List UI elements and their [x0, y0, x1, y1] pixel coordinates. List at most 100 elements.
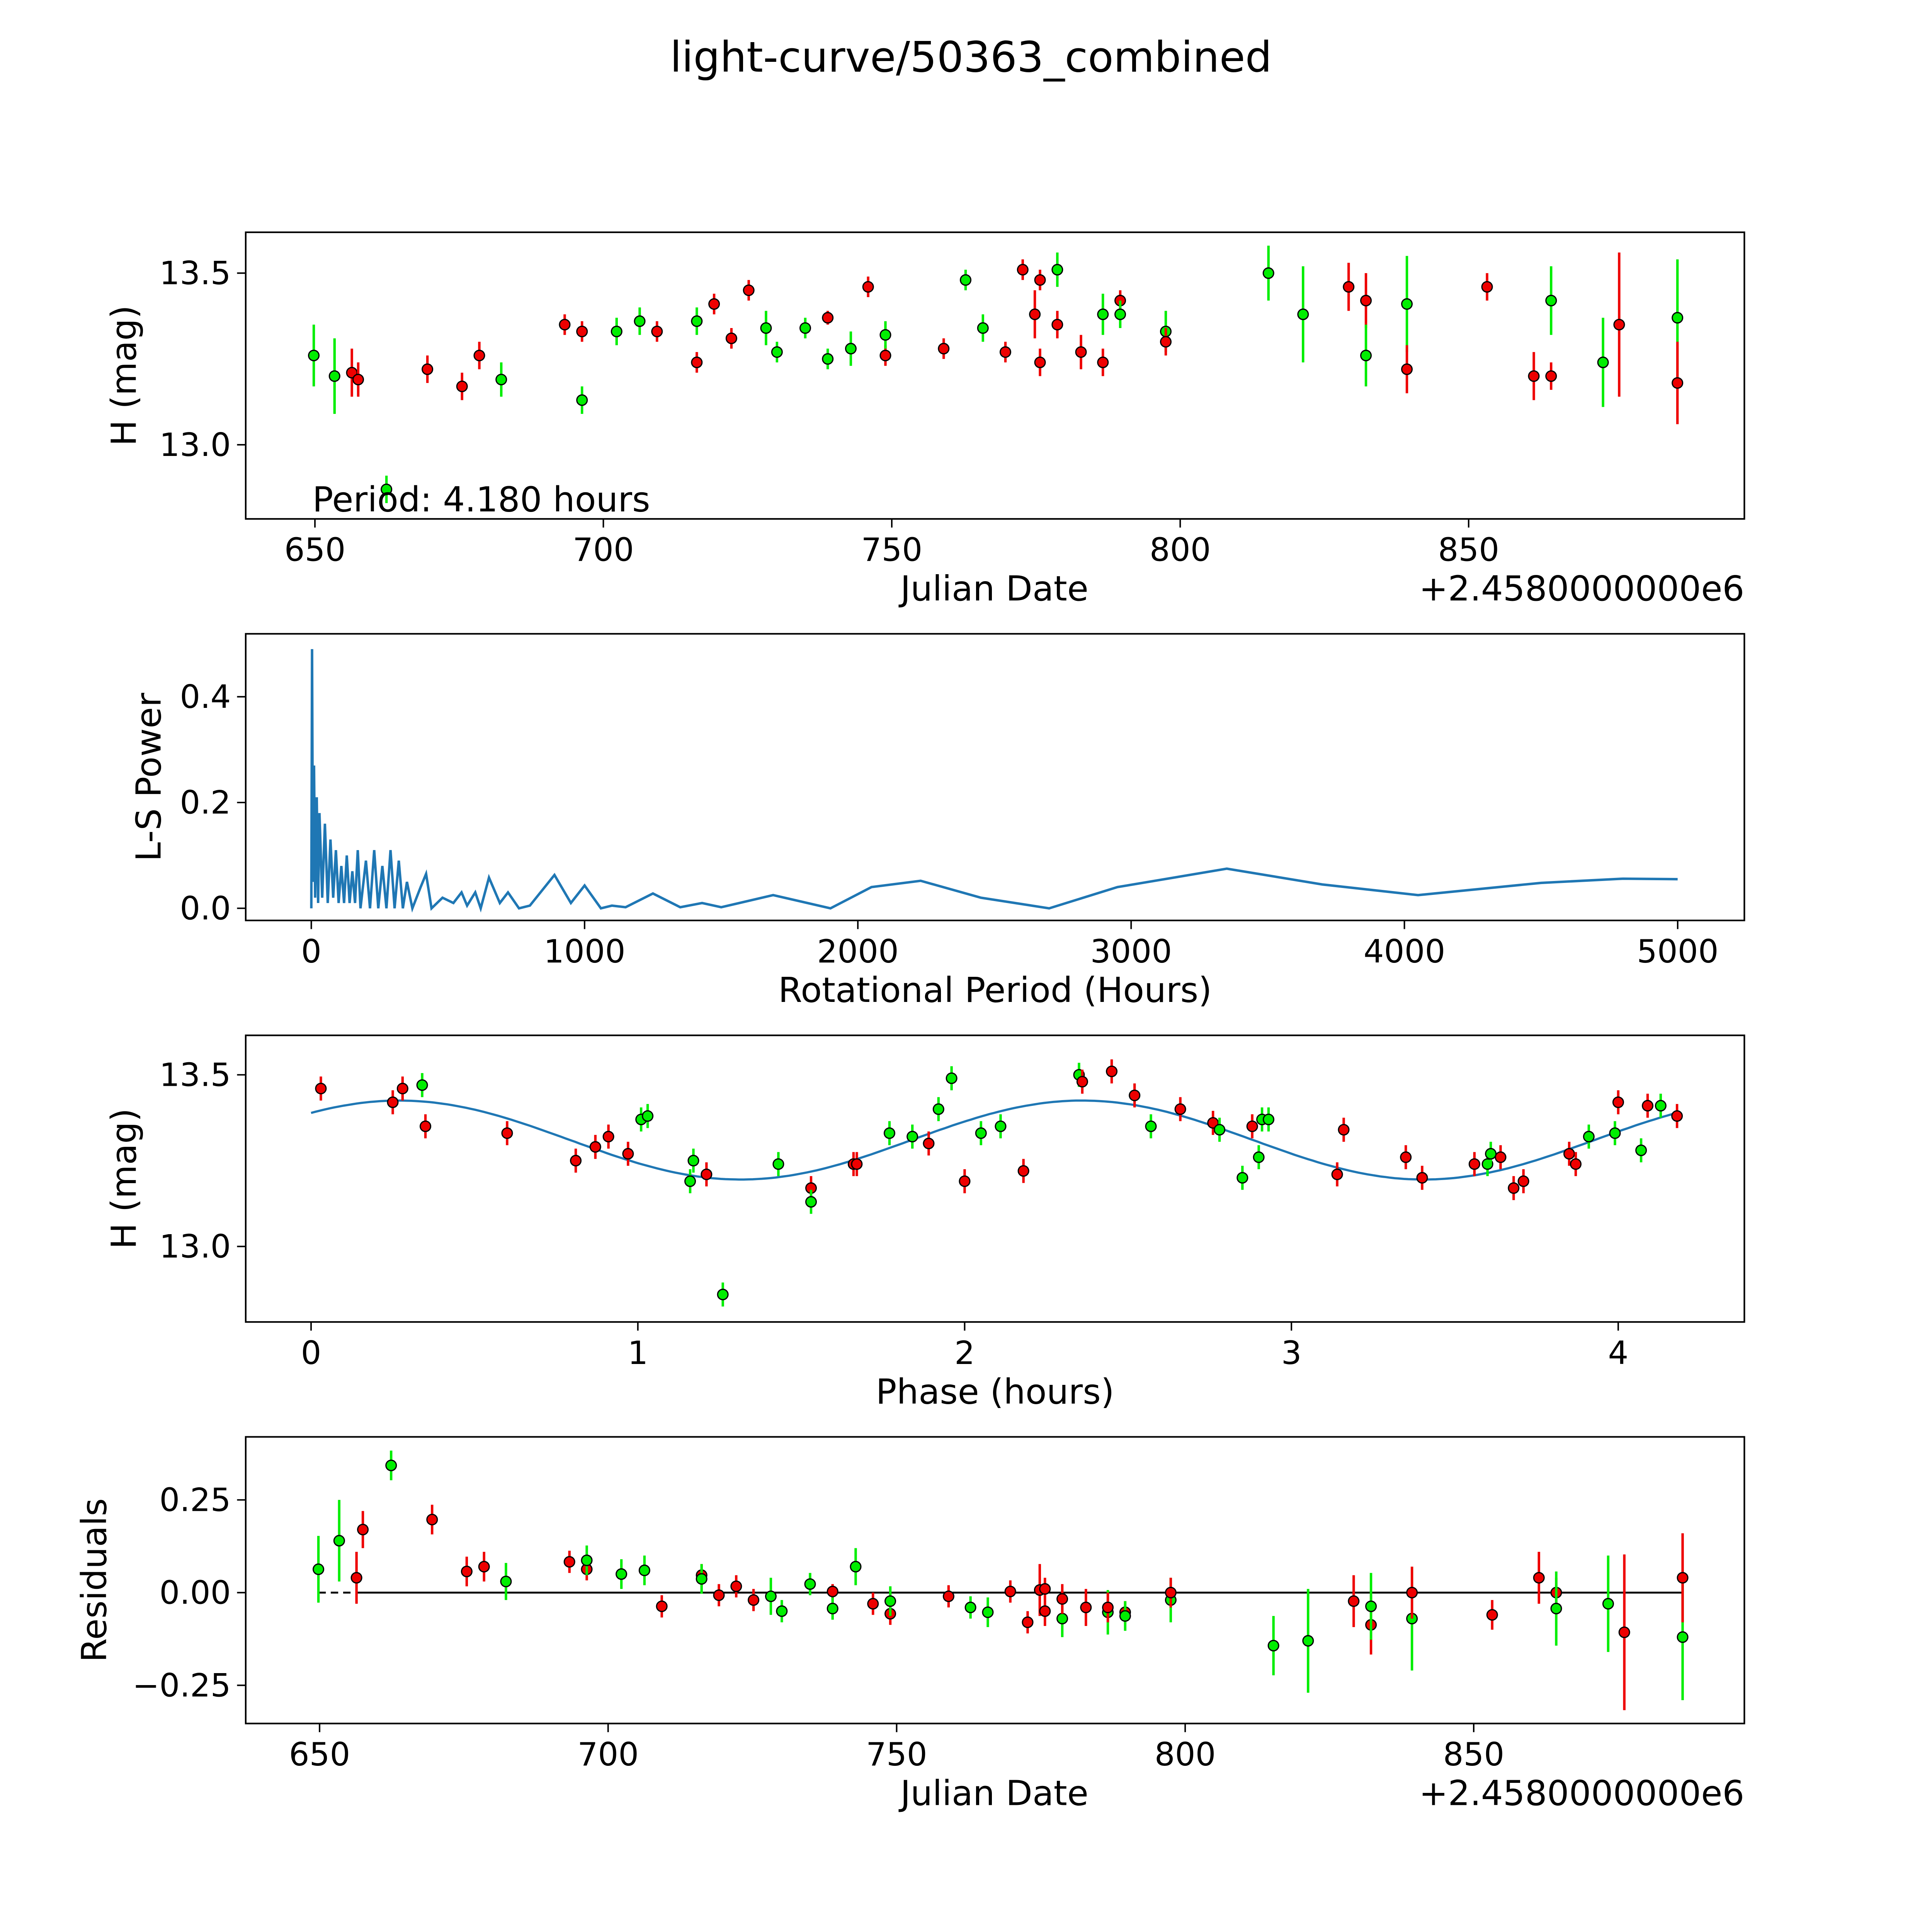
data-point-green — [804, 1578, 816, 1590]
data-point-red — [461, 1565, 473, 1577]
data-point-red — [938, 343, 950, 355]
y-tick-label: 13.0 — [159, 1228, 231, 1265]
data-point-red — [713, 1589, 725, 1601]
data-point-red — [559, 319, 571, 331]
data-point-green — [982, 1606, 994, 1618]
data-point-green — [684, 1175, 696, 1187]
data-point-green — [760, 322, 772, 334]
data-point-red — [387, 1096, 399, 1108]
data-point-green — [638, 1565, 650, 1577]
x-tick-label: 4000 — [1364, 933, 1446, 970]
x-tick-label: 800 — [1155, 1736, 1216, 1773]
data-point-green — [1550, 1602, 1562, 1614]
figure-title: light-curve/50363_combined — [670, 32, 1272, 82]
x-tick-label: 800 — [1150, 531, 1211, 569]
data-point-red — [748, 1594, 760, 1606]
x-tick-label: 750 — [861, 531, 923, 569]
data-point-red — [420, 1120, 432, 1132]
y-tick-label: 0.0 — [180, 889, 231, 927]
data-point-red — [1097, 356, 1109, 368]
data-point-red — [1343, 281, 1355, 293]
data-point-green — [1145, 1120, 1157, 1132]
x-tick-label: 5000 — [1637, 933, 1719, 970]
x-offset-label: +2.4580000000e6 — [1419, 569, 1744, 609]
data-point-green — [1635, 1145, 1647, 1156]
data-point-red — [1348, 1595, 1360, 1607]
data-point-green — [1119, 1610, 1131, 1622]
data-point-red — [1401, 363, 1413, 375]
data-point-green — [1365, 1600, 1377, 1612]
data-point-red — [867, 1598, 879, 1610]
data-point-red — [1076, 1076, 1088, 1088]
data-point-red — [315, 1083, 327, 1095]
data-point-green — [495, 374, 507, 386]
data-point-red — [1034, 356, 1046, 368]
axes-frame — [245, 231, 1745, 520]
data-point-red — [1039, 1605, 1051, 1617]
data-point-green — [906, 1131, 918, 1143]
data-point-red — [743, 284, 755, 296]
data-point-red — [701, 1168, 713, 1180]
data-point-red — [1160, 336, 1172, 348]
data-point-green — [642, 1110, 654, 1122]
y-tick-label: 0.25 — [159, 1481, 231, 1519]
data-point-red — [350, 1572, 362, 1584]
axes-frame — [245, 1436, 1745, 1725]
y-tick-label: 0.4 — [180, 678, 231, 716]
data-point-red — [1672, 377, 1684, 389]
data-point-red — [602, 1131, 614, 1143]
data-point-green — [827, 1602, 838, 1614]
x-tick-label: 0 — [301, 1334, 321, 1372]
data-point-green — [687, 1155, 699, 1167]
data-point-red — [1677, 1572, 1689, 1584]
data-point-red — [1508, 1182, 1520, 1194]
data-point-red — [1331, 1168, 1343, 1180]
data-point-green — [385, 1459, 397, 1471]
data-point-red — [1207, 1117, 1219, 1129]
data-point-green — [946, 1072, 957, 1084]
data-point-red — [1642, 1100, 1654, 1112]
data-point-green — [995, 1120, 1007, 1132]
data-point-red — [1338, 1124, 1350, 1136]
y-tick-label: 13.5 — [159, 255, 231, 292]
data-point-green — [1672, 312, 1684, 324]
data-point-red — [1400, 1151, 1412, 1163]
data-point-green — [884, 1595, 896, 1607]
y-tick-label: −0.25 — [133, 1667, 231, 1704]
data-point-red — [1051, 319, 1063, 331]
data-point-red — [1106, 1065, 1118, 1077]
data-point-green — [691, 315, 703, 327]
data-point-green — [1262, 267, 1274, 279]
x-axis-label: Rotational Period (Hours) — [778, 970, 1212, 1010]
data-point-green — [879, 329, 891, 341]
data-point-green — [1297, 308, 1309, 320]
x-axis-label: Phase (hours) — [876, 1372, 1114, 1412]
x-tick-label: 3000 — [1090, 933, 1172, 970]
x-tick-label: 700 — [573, 531, 634, 569]
data-point-red — [1468, 1158, 1480, 1170]
data-point-red — [1517, 1175, 1529, 1187]
data-point-red — [959, 1175, 971, 1187]
data-point-red — [1481, 281, 1493, 293]
data-point-red — [570, 1155, 582, 1167]
data-point-red — [708, 298, 720, 310]
data-point-green — [1597, 356, 1609, 368]
data-point-red — [426, 1514, 438, 1526]
data-point-green — [611, 325, 622, 337]
data-point-red — [473, 350, 485, 362]
data-point-green — [822, 353, 834, 365]
data-point-red — [1545, 370, 1557, 382]
data-point-red — [999, 346, 1012, 358]
data-point-green — [333, 1535, 345, 1547]
x-tick-label: 0 — [301, 933, 321, 970]
data-point-red — [1022, 1616, 1034, 1628]
data-point-red — [422, 363, 434, 375]
data-point-green — [772, 1158, 784, 1170]
data-point-red — [1612, 1096, 1624, 1108]
data-point-red — [1246, 1120, 1258, 1132]
data-point-green — [975, 1127, 987, 1139]
data-point-red — [1102, 1602, 1114, 1614]
axes-frame — [245, 633, 1745, 922]
data-point-green — [328, 370, 340, 382]
